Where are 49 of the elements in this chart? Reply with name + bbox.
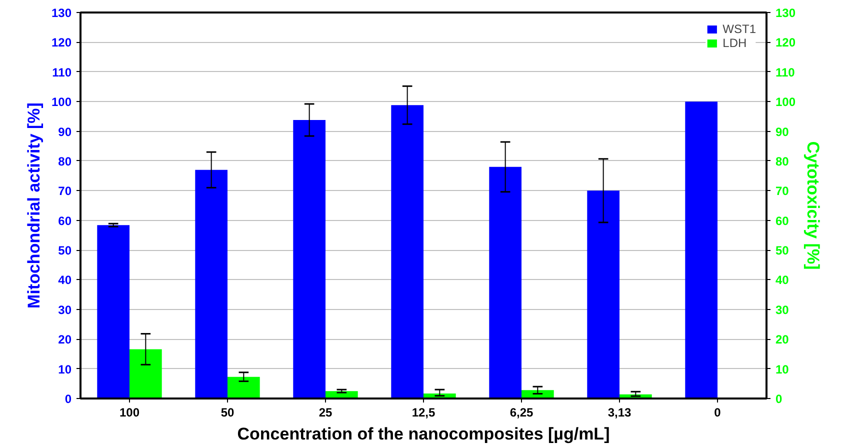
bar [293,120,326,398]
y-tick-label: 90 [58,124,72,139]
y2-tick-label: 20 [776,332,790,347]
y2-tick-label: 50 [776,244,790,258]
y2-tick-label: 0 [776,392,782,406]
y2-tick-label: 130 [776,6,796,20]
y-tick-label: 120 [51,36,72,50]
y2-tick-label: 80 [776,154,790,168]
x-axis-title: Concentration of the nanocomposites [µg/mL] [237,424,610,444]
y-tick-label: 30 [58,302,72,317]
y2-tick-label: 90 [776,124,790,139]
bar [228,376,260,398]
y-tick-label: 50 [58,244,72,258]
y2-tick-label: 70 [776,184,790,198]
y-tick-label: 20 [58,332,72,347]
legend-label: WST1 [722,22,756,36]
bar [489,166,522,398]
x-tick-label: 25 [318,406,332,420]
bar [391,105,424,398]
x-tick-label: 12,5 [412,406,436,420]
y-tick-label: 110 [52,65,72,80]
bar [130,349,162,398]
y-tick-label: 70 [58,184,72,198]
y2-axis-title: Cytotoxicity [%] [804,141,823,270]
y-tick-label: 0 [64,392,72,406]
y-tick-label: 130 [51,6,72,20]
y2-tick-label: 120 [776,36,796,50]
bar [97,225,130,398]
y2-tick-label: 30 [776,302,790,317]
y2-tick-label: 10 [776,362,790,376]
y-tick-label: 60 [58,214,72,228]
x-tick-label: 6,25 [510,406,534,420]
y-tick-label: 40 [58,273,72,288]
y-tick-label: 10 [58,362,72,376]
y2-tick-label: 110 [776,65,796,80]
x-tick-label: 100 [119,406,140,420]
legend-label: LDH [722,36,747,50]
bar [195,170,228,398]
bar [587,190,620,398]
x-tick-label: 3,13 [608,406,632,420]
y-tick-label: 100 [51,95,72,110]
y-tick-label: 80 [58,154,72,168]
y2-tick-label: 100 [776,95,796,110]
x-tick-label: 50 [220,406,234,420]
bar [685,102,718,398]
y2-tick-label: 40 [776,273,790,288]
y-axis-title: Mitochondrial activity [%] [24,102,44,308]
y2-tick-label: 60 [776,214,790,228]
x-tick-label: 0 [714,406,722,420]
